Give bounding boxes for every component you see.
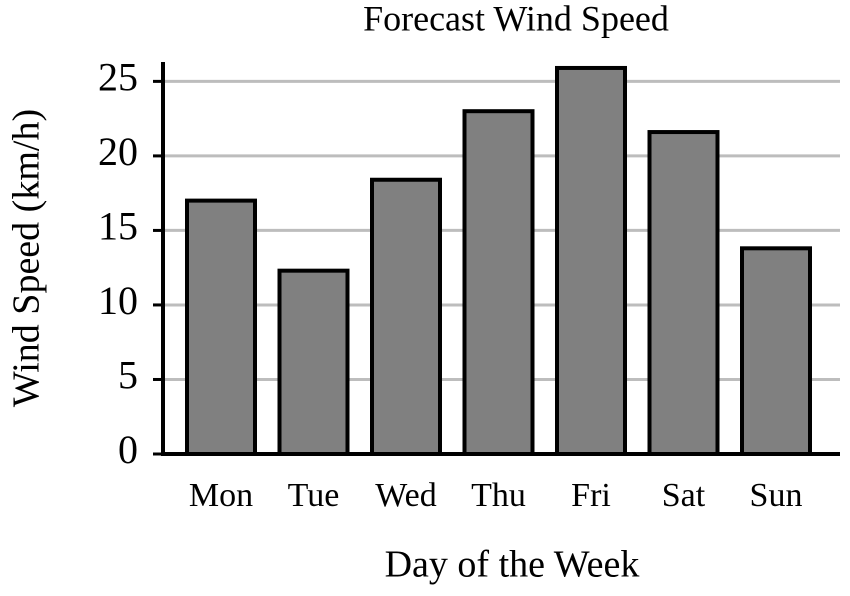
x-tick-label: Sat <box>662 477 706 514</box>
y-tick-label: 5 <box>118 353 138 398</box>
bar <box>277 268 350 456</box>
x-tick-label: Tue <box>288 477 340 514</box>
y-tick-label: 15 <box>98 204 138 249</box>
bar <box>740 246 812 456</box>
x-axis-label: Day of the Week <box>385 544 640 586</box>
x-tick-label: Fri <box>571 477 611 514</box>
bar <box>555 65 627 456</box>
bar <box>462 109 535 456</box>
y-axis-label: Wind Speed (km/h) <box>6 109 48 407</box>
y-tick-label: 10 <box>98 278 138 323</box>
x-tick-label: Thu <box>471 477 526 514</box>
x-tick-label: Sun <box>750 477 803 514</box>
y-tick-label: 0 <box>118 427 138 472</box>
x-tick-label: Mon <box>189 477 253 514</box>
bar <box>370 177 442 456</box>
bar <box>647 130 720 457</box>
x-tick-label: Wed <box>375 477 436 514</box>
y-tick-label: 20 <box>98 129 138 174</box>
chart-title: Forecast Wind Speed <box>363 0 669 38</box>
y-tick-label: 25 <box>98 55 138 100</box>
bar <box>185 198 257 456</box>
